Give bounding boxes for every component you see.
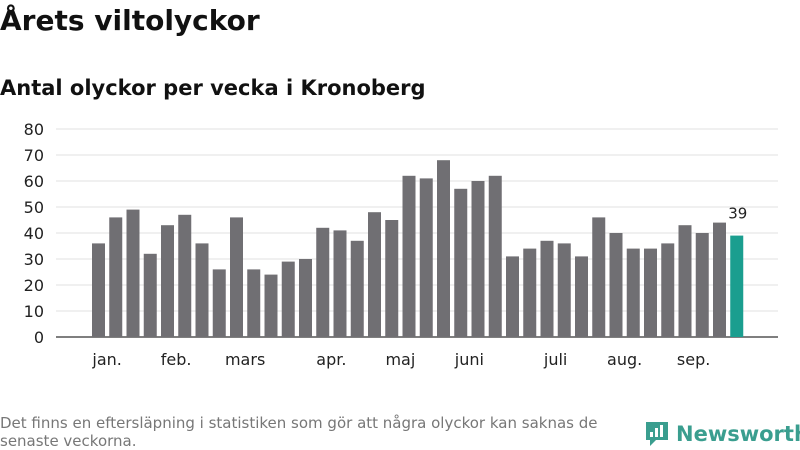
bar[interactable]	[471, 181, 485, 337]
bar[interactable]	[385, 220, 399, 337]
x-tick-label: feb.	[161, 350, 192, 369]
bar[interactable]	[488, 175, 502, 337]
x-tick-label: jan.	[91, 350, 121, 369]
x-tick-label: maj	[385, 350, 415, 369]
y-tick-label: 70	[24, 146, 44, 165]
bar[interactable]	[299, 259, 312, 337]
y-tick-label: 80	[24, 120, 44, 139]
newsworthy-logo[interactable]: Newsworthy	[644, 420, 800, 448]
x-tick-label: aug.	[607, 350, 642, 369]
chart-title: Årets viltolyckor	[0, 4, 260, 37]
x-tick-label: juli	[543, 350, 567, 369]
bar[interactable]	[92, 243, 105, 337]
bar[interactable]	[333, 230, 347, 337]
x-tick-label: mars	[225, 350, 265, 369]
bars	[92, 160, 744, 337]
bar[interactable]	[264, 274, 278, 337]
bar[interactable]	[247, 269, 261, 337]
newsworthy-logo-text: Newsworthy	[676, 422, 800, 446]
x-axis-labels: jan. feb. mars apr. maj juni juli aug. sep.	[91, 350, 710, 369]
data-label: 39	[728, 205, 747, 223]
chart-subtitle: Antal olyckor per vecka i Kronoberg	[0, 76, 426, 100]
bar[interactable]	[557, 243, 571, 337]
bar[interactable]	[212, 269, 226, 337]
bar[interactable]	[592, 217, 606, 337]
bar[interactable]	[506, 256, 519, 337]
bar[interactable]	[437, 160, 450, 337]
bar[interactable]	[178, 214, 192, 337]
bar[interactable]	[644, 248, 657, 337]
bar[interactable]	[316, 227, 330, 337]
bar[interactable]	[281, 261, 295, 337]
bar[interactable]	[402, 175, 416, 337]
bar[interactable]	[626, 248, 640, 337]
x-tick-label: apr.	[316, 350, 346, 369]
bar[interactable]	[713, 222, 726, 337]
bar[interactable]	[523, 248, 537, 337]
y-tick-label: 40	[24, 224, 44, 243]
bar[interactable]	[678, 225, 692, 337]
bar-chart: 0 10 20 30 40 50 60 70 80 jan. feb. mars apr. maj jun…	[24, 120, 778, 369]
y-tick-label: 50	[24, 198, 44, 217]
bar[interactable]	[454, 188, 468, 337]
footnote: Det finns en eftersläpning i statistiken…	[0, 414, 598, 450]
bar[interactable]	[143, 253, 157, 337]
bar[interactable]	[575, 256, 588, 337]
bar[interactable]	[730, 235, 744, 337]
bar[interactable]	[350, 240, 364, 337]
y-axis-labels: 0 10 20 30 40 50 60 70 80	[24, 120, 44, 347]
y-tick-label: 10	[24, 302, 44, 321]
bar[interactable]	[126, 209, 140, 337]
bar[interactable]	[109, 217, 123, 337]
x-tick-label: juni	[454, 350, 484, 369]
bar[interactable]	[661, 243, 675, 337]
bar[interactable]	[609, 233, 623, 337]
grid-lines	[56, 128, 778, 338]
y-tick-label: 0	[34, 328, 44, 347]
y-tick-label: 60	[24, 172, 44, 191]
x-tick-label: sep.	[677, 350, 710, 369]
bar[interactable]	[695, 233, 709, 337]
y-tick-label: 20	[24, 276, 44, 295]
data-labels: 39	[728, 205, 747, 223]
bar[interactable]	[230, 217, 243, 337]
bar[interactable]	[540, 240, 554, 337]
newsworthy-logo-icon	[646, 422, 668, 446]
bar[interactable]	[419, 178, 433, 337]
y-tick-label: 30	[24, 250, 44, 269]
bar[interactable]	[368, 212, 381, 337]
bar[interactable]	[195, 243, 209, 337]
bar[interactable]	[161, 225, 174, 337]
